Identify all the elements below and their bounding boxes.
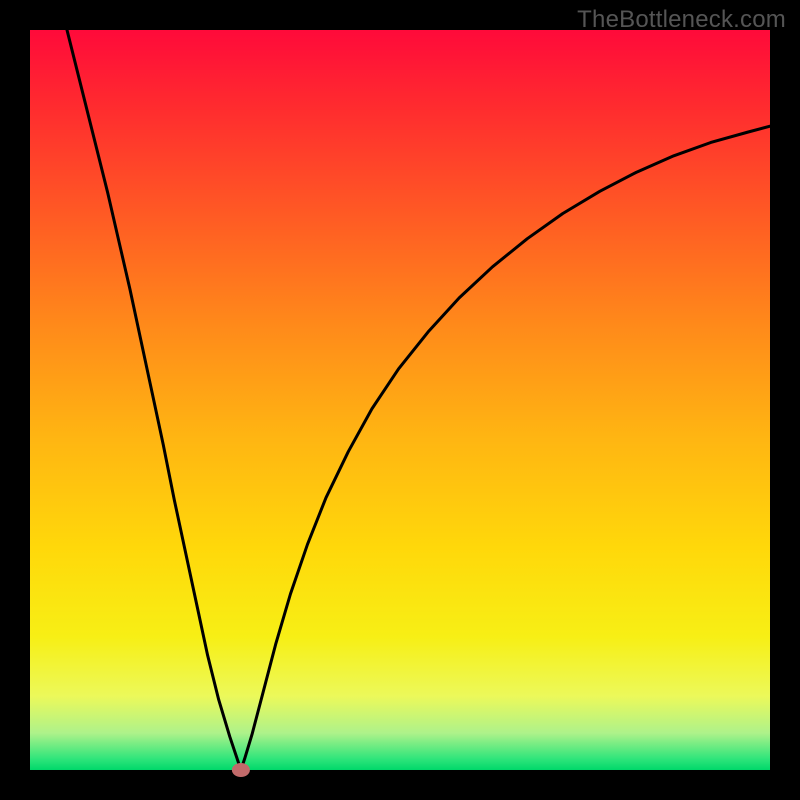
chart-svg bbox=[0, 0, 800, 800]
bottleneck-chart: TheBottleneck.com bbox=[0, 0, 800, 800]
minimum-marker bbox=[232, 763, 250, 777]
plot-background bbox=[30, 30, 770, 770]
